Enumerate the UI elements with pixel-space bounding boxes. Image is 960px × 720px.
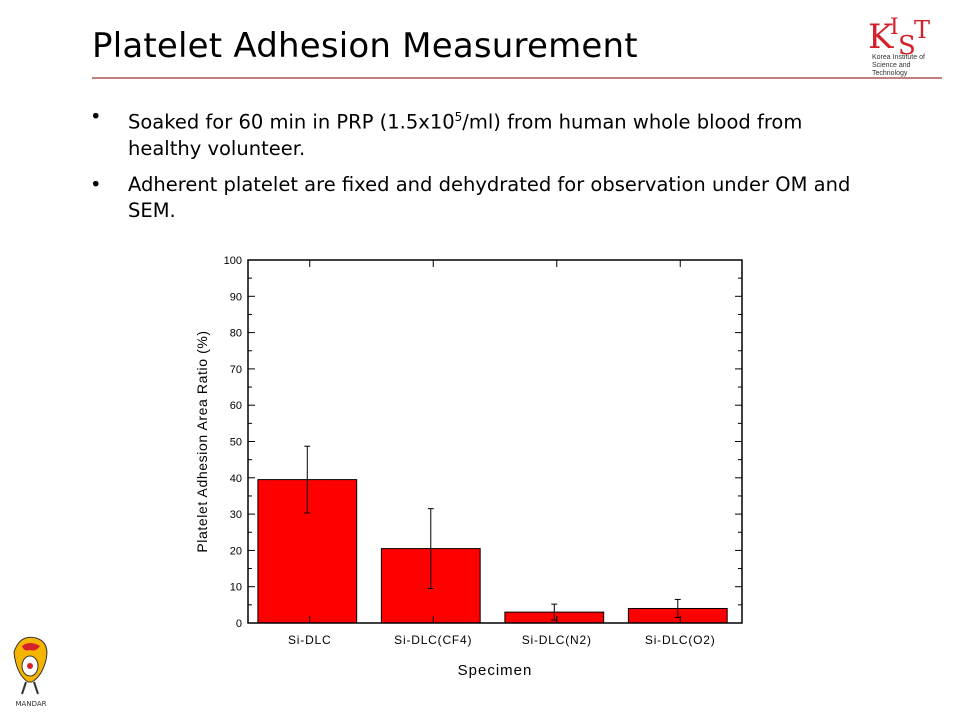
bullet-dot: • bbox=[90, 172, 102, 196]
svg-text:I: I bbox=[890, 15, 899, 40]
y-tick-label: 90 bbox=[230, 291, 242, 303]
kist-logo: K I S T Korea Institute of Science and T… bbox=[828, 12, 938, 77]
x-tick-label: Si-DLC(O2) bbox=[645, 633, 716, 647]
bullet-list: • Soaked for 60 min in PRP (1.5x105/ml) … bbox=[90, 104, 880, 234]
mascot-logo: MANDAR bbox=[13, 636, 48, 708]
logo-caption: Korea Institute of Science and Technolog… bbox=[828, 54, 938, 78]
bullet-text-1-post: /ml) from human whole blood from healthy… bbox=[128, 110, 803, 160]
y-tick-label: 10 bbox=[230, 582, 242, 594]
svg-text:T: T bbox=[914, 16, 930, 44]
x-tick-label: Si-DLC(N2) bbox=[522, 633, 592, 647]
y-tick-label: 70 bbox=[230, 364, 242, 376]
y-tick-label: 0 bbox=[236, 618, 242, 630]
bullet-text-2: Adherent platelet are fixed and dehydrat… bbox=[128, 172, 851, 222]
svg-text:K: K bbox=[868, 17, 894, 56]
y-tick-label: 30 bbox=[230, 509, 242, 521]
y-tick-label: 20 bbox=[230, 545, 242, 557]
x-axis-title: Specimen bbox=[458, 662, 533, 679]
x-tick-label: Si-DLC bbox=[288, 633, 331, 647]
y-tick-label: 60 bbox=[230, 400, 242, 412]
bar-chart: 0 10 20 30 40 50 60 70 80 90 100 Si-DLC Si-DLC(CF4) S… bbox=[194, 255, 743, 679]
logo-caption-line2: Science and Technology bbox=[872, 62, 911, 77]
bullet-item: • Soaked for 60 min in PRP (1.5x105/ml) … bbox=[90, 104, 880, 162]
bullet-dot: • bbox=[90, 105, 102, 128]
x-tick-label: Si-DLC(CF4) bbox=[394, 633, 472, 647]
y-axis-title: Platelet Adhesion Area Ratio (%) bbox=[194, 330, 210, 552]
y-tick-label: 40 bbox=[230, 473, 242, 485]
page-title: Platelet Adhesion Measurement bbox=[92, 26, 638, 66]
bullet-superscript: 5 bbox=[454, 110, 463, 124]
kist-logo-mark: K I S T bbox=[868, 15, 930, 61]
logo-caption-line1: Korea Institute of bbox=[872, 54, 925, 61]
bullet-text-1-pre: Soaked for 60 min in PRP (1.5x10 bbox=[128, 110, 455, 134]
mascot-logo-text: MANDAR bbox=[16, 700, 47, 708]
y-tick-label: 100 bbox=[224, 255, 242, 267]
title-rule bbox=[92, 77, 942, 79]
y-tick-label: 80 bbox=[230, 328, 242, 340]
bullet-item: • Adherent platelet are fixed and dehydr… bbox=[90, 172, 880, 224]
y-tick-label: 50 bbox=[230, 437, 242, 449]
svg-text:S: S bbox=[898, 31, 916, 56]
